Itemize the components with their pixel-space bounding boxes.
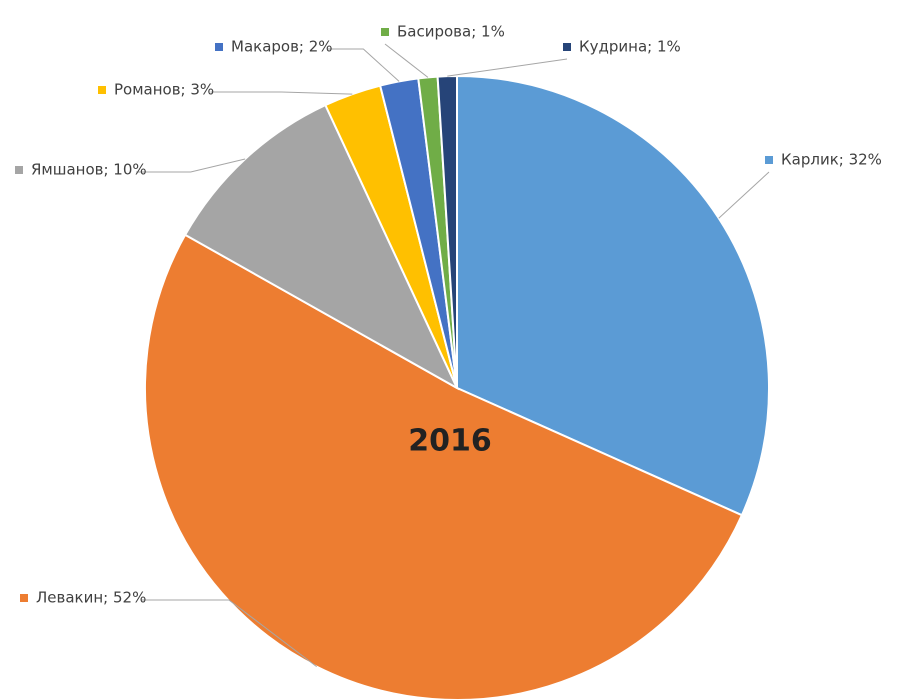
pie-slice	[456, 74, 770, 517]
label-marker	[15, 166, 23, 174]
data-label: Романов; 3%	[114, 81, 214, 99]
data-label: Макаров; 2%	[231, 38, 333, 56]
leader-line	[384, 43, 429, 78]
leader-line	[136, 158, 246, 173]
label-marker	[563, 43, 571, 51]
leader-line	[141, 599, 317, 668]
leader-line	[327, 48, 400, 82]
data-label: Басирова; 1%	[397, 23, 505, 41]
leader-line	[210, 91, 353, 95]
data-label: Ямшанов; 10%	[31, 161, 147, 179]
pie-slice	[436, 74, 458, 389]
label-marker	[98, 86, 106, 94]
label-marker	[765, 156, 773, 164]
chart-title: 2016	[408, 424, 492, 459]
leader-line	[718, 171, 770, 219]
label-marker	[215, 43, 223, 51]
label-marker	[381, 28, 389, 36]
data-label: Левакин; 52%	[36, 589, 146, 607]
labels: Карлик; 32% Левакин; 52% Ямшанов; 10% Роман…	[15, 23, 882, 668]
leader-line	[447, 58, 568, 77]
data-label: Карлик; 32%	[781, 151, 882, 169]
pie	[143, 74, 770, 700]
data-label: Кудрина; 1%	[579, 38, 681, 56]
label-marker	[20, 594, 28, 602]
